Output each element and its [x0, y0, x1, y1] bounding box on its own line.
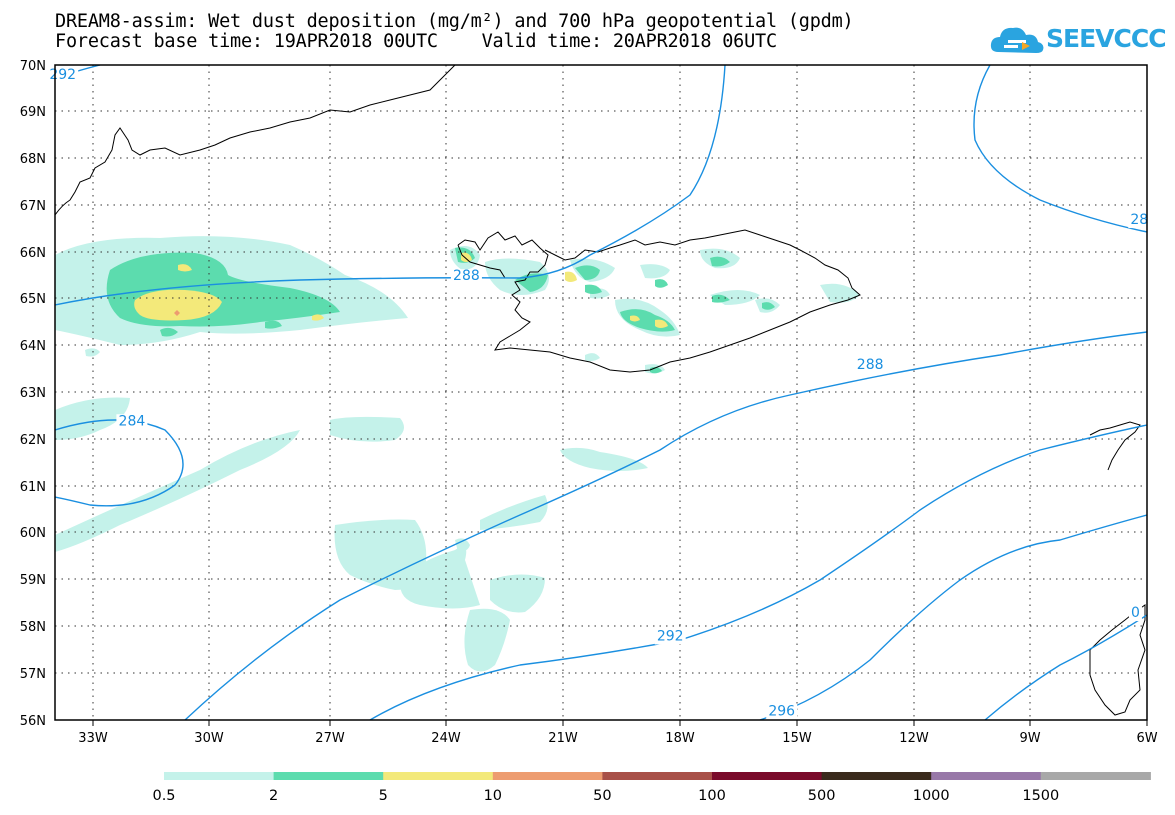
- contour-label-bg: [654, 629, 686, 645]
- latitude-labels: 70N 69N 68N 67N 66N 65N 64N 63N 62N 61N …: [20, 59, 46, 729]
- legend-label: 0.5: [152, 788, 175, 804]
- contour-label: 292: [657, 628, 684, 644]
- contour-label: 288: [857, 357, 884, 373]
- westfjords-coast: [457, 244, 506, 279]
- lat-label: 59N: [20, 573, 46, 588]
- lon-label: 21W: [548, 731, 578, 746]
- legend-swatch: [1040, 772, 1151, 780]
- legend-label: 2: [269, 788, 278, 804]
- lon-label: 9W: [1019, 731, 1040, 746]
- contour-288-south: [184, 331, 1147, 720]
- lon-label: 27W: [315, 731, 345, 746]
- legend-label: 5: [379, 788, 388, 804]
- legend-swatch: [164, 772, 275, 780]
- legend-label: 100: [698, 788, 726, 804]
- contour-label-bg: [1128, 213, 1151, 229]
- lat-label: 62N: [20, 433, 46, 448]
- contour-label: 288: [453, 268, 480, 284]
- lon-label: 33W: [78, 731, 108, 746]
- map-frame: [54, 64, 1148, 721]
- legend-label: 1500: [1022, 788, 1059, 804]
- contour-label: 296: [768, 703, 795, 719]
- contour-label-bg: [854, 358, 886, 374]
- map-title-line1: DREAM8-assim: Wet dust deposition (mg/m²…: [55, 11, 854, 32]
- map-title-line2: Forecast base time: 19APR2018 00UTC Vali…: [55, 31, 777, 52]
- legend-swatch: [712, 772, 823, 780]
- contour-288-northeast: [973, 65, 1147, 233]
- contour-label: 0: [1131, 605, 1140, 621]
- graticule: [55, 65, 1147, 720]
- lat-label: 70N: [20, 59, 46, 74]
- faroe-coast: [1089, 421, 1141, 471]
- lon-label: 6W: [1136, 731, 1157, 746]
- logo-text: SEEVCCC: [1046, 24, 1167, 53]
- lat-label: 57N: [20, 667, 46, 682]
- coastlines: [55, 65, 1146, 716]
- lon-label: 12W: [899, 731, 929, 746]
- greenland-coast: [55, 65, 456, 216]
- legend-swatch: [821, 772, 932, 780]
- longitude-labels: 33W 30W 27W 24W 21W 18W 15W 12W 9W 6W: [78, 731, 1157, 746]
- contour-label: 28: [1130, 212, 1148, 228]
- cloud-icon: [990, 27, 1044, 53]
- dust-level-10: [174, 310, 180, 316]
- dust-deposition-areas: [55, 236, 860, 672]
- legend-swatch: [492, 772, 603, 780]
- contour-288-north: [55, 65, 726, 306]
- contour-label-bg: [116, 414, 148, 430]
- iceland-coast: [457, 229, 861, 373]
- legend-swatch: [383, 772, 494, 780]
- legend-swatch: [602, 772, 713, 780]
- contour-labels: 292 288 28 284 288 292 296 0: [47, 67, 1151, 720]
- legend-label: 10: [484, 788, 502, 804]
- legend-label: 1000: [913, 788, 950, 804]
- legend-colorbar: 0.5 2 5 10 50 100 500 1000 1500: [152, 772, 1151, 804]
- contour-label-bg: [450, 269, 482, 285]
- lat-label: 64N: [20, 339, 46, 354]
- legend-swatch: [273, 772, 384, 780]
- legend-label: 50: [593, 788, 611, 804]
- contour-296: [759, 514, 1147, 720]
- lat-label: 67N: [20, 199, 46, 214]
- lon-label: 24W: [431, 731, 461, 746]
- lat-label: 66N: [20, 246, 46, 261]
- seevccc-logo: SEEVCCC: [990, 22, 1167, 58]
- contour-label-bg: [766, 704, 798, 720]
- lat-label: 61N: [20, 480, 46, 495]
- contour-label: 292: [49, 67, 76, 83]
- lon-label: 30W: [194, 731, 224, 746]
- lat-label: 63N: [20, 386, 46, 401]
- lat-label: 68N: [20, 152, 46, 167]
- legend-label: 500: [808, 788, 836, 804]
- lat-label: 56N: [20, 714, 46, 729]
- lat-label: 58N: [20, 620, 46, 635]
- legend-swatch: [931, 772, 1042, 780]
- axis-ticks: [92, 720, 1148, 726]
- dust-level-5: [134, 252, 668, 328]
- contour-300: [984, 614, 1147, 720]
- lat-label: 69N: [20, 105, 46, 120]
- lat-label: 60N: [20, 526, 46, 541]
- contour-label-bg: [1128, 606, 1142, 622]
- lon-label: 18W: [665, 731, 695, 746]
- lon-label: 15W: [782, 731, 812, 746]
- contour-292-south: [369, 424, 1147, 720]
- scotland-coast: [1089, 604, 1146, 716]
- lat-label: 65N: [20, 292, 46, 307]
- contour-label: 284: [119, 413, 146, 429]
